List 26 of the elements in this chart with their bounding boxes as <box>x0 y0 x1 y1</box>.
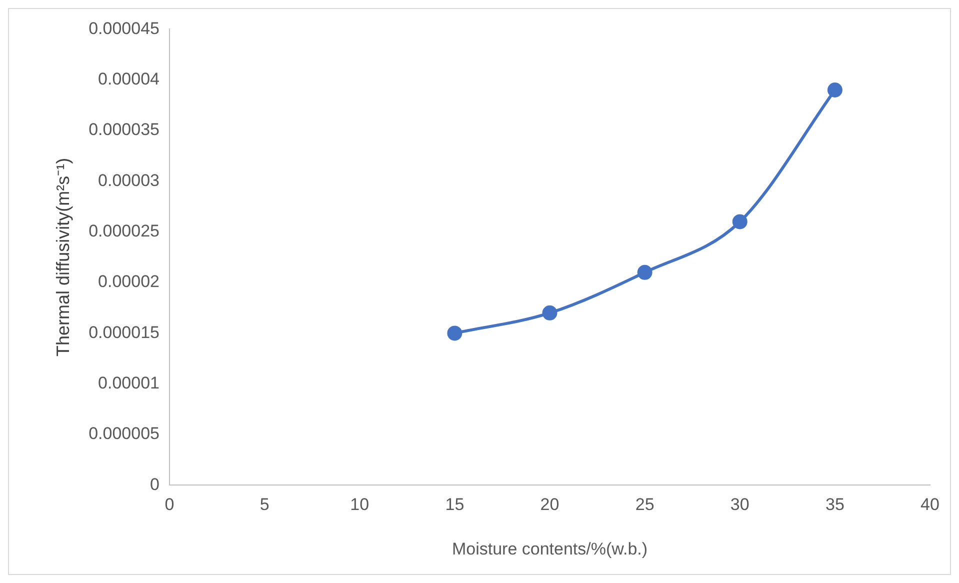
y-tick-label: 0.00001 <box>98 374 160 393</box>
point <box>542 305 558 320</box>
x-tick-label: 35 <box>825 495 844 514</box>
y-tick-label: 0.000025 <box>88 222 160 241</box>
x-tick-label: 20 <box>540 495 560 514</box>
x-tick-label: 10 <box>350 495 370 514</box>
y-tick-label: 0.000035 <box>88 120 160 140</box>
y-tick-label: 0.00002 <box>98 272 160 292</box>
point <box>637 264 652 280</box>
y-tick-label: 0.000005 <box>88 424 160 444</box>
y-tick-label: 0.00004 <box>98 70 160 89</box>
y-tick-label: 0.000045 <box>88 18 160 38</box>
x-tick-label: 0 <box>164 495 174 514</box>
point <box>732 214 748 230</box>
y-tick-label: 0.000015 <box>88 322 160 342</box>
x-tick-label: 30 <box>730 495 750 514</box>
x-tick-label: 25 <box>635 495 654 514</box>
x-tick-label: 40 <box>920 495 940 514</box>
x-tick-label: 5 <box>260 495 270 514</box>
x-axis-title: Moisture contents/%(w.b.) <box>452 539 648 558</box>
point <box>447 326 462 341</box>
y-tick-label: 0.00003 <box>98 170 160 190</box>
point <box>827 82 842 98</box>
y-axis-title: Thermal diffusivity(m²s⁻¹) <box>52 158 73 357</box>
x-tick-label: 15 <box>445 495 464 514</box>
y-tick-label: 0 <box>150 474 160 494</box>
